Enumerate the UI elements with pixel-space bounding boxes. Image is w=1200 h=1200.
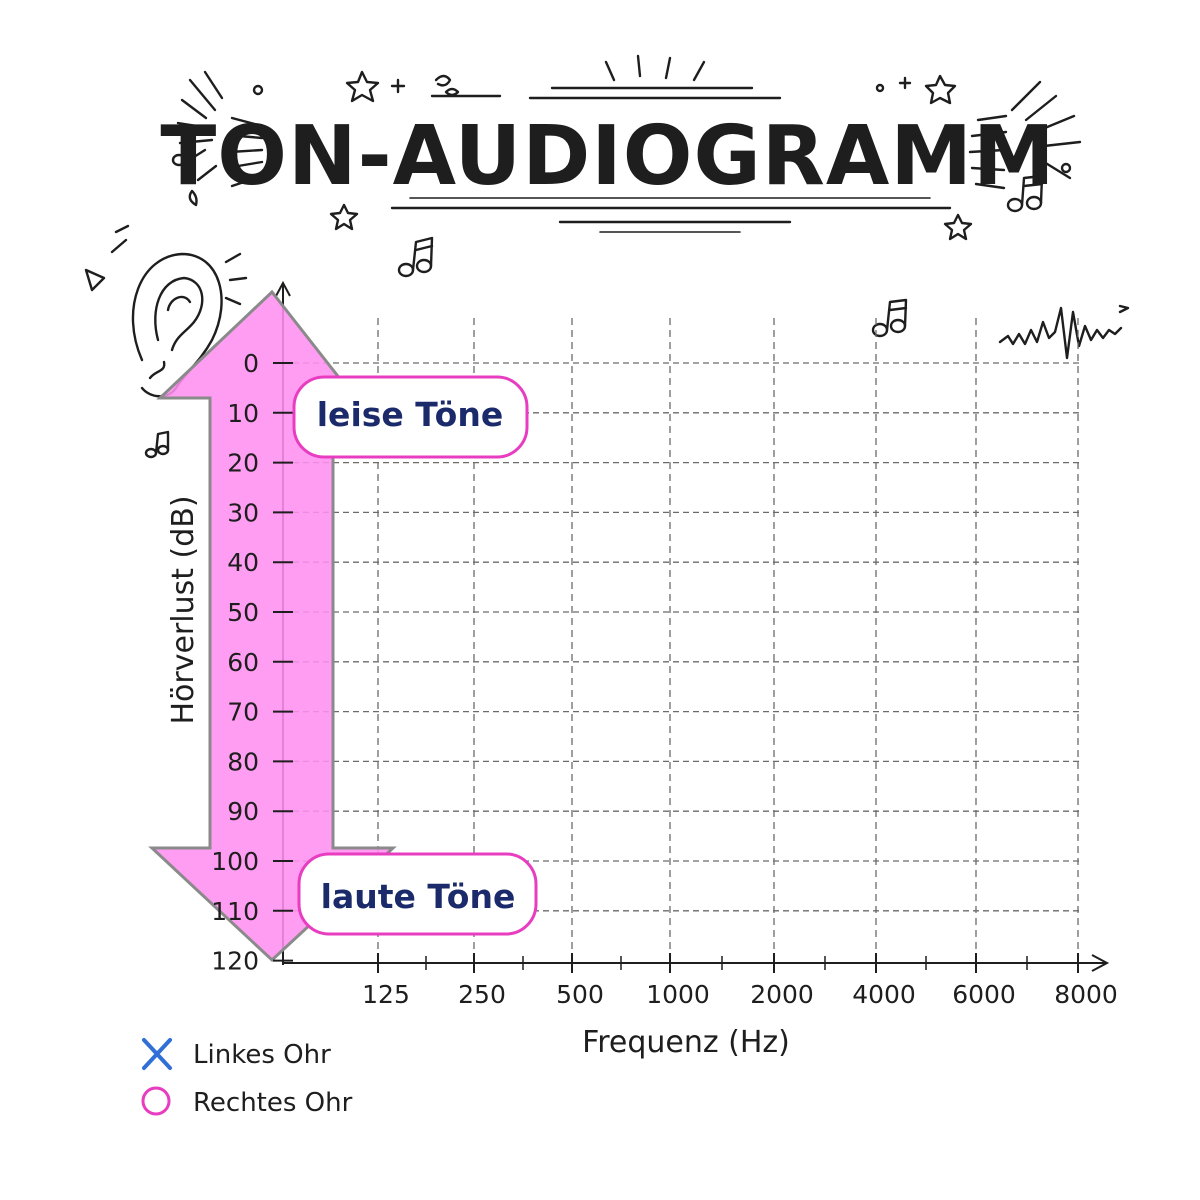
- x-tick-label: 4000: [852, 980, 916, 1009]
- callout-quiet-text: leise Töne: [317, 395, 503, 434]
- y-tick-label: 60: [227, 648, 259, 677]
- legend-item-left-ear: Linkes Ohr: [142, 1038, 331, 1070]
- burst-lines-right-icon: [968, 80, 1082, 190]
- legend-label-right-ear: Rechtes Ohr: [193, 1088, 353, 1118]
- x-tick-label: 8000: [1054, 980, 1118, 1009]
- y-axis-label: Hörverlust (dB): [166, 495, 201, 724]
- y-tick-label: 80: [227, 747, 259, 776]
- x-tick-label: 125: [362, 980, 410, 1009]
- burst-lines-top-icon: [604, 54, 706, 82]
- burst-lines-left-icon: [176, 70, 264, 188]
- x-tick-label: 500: [556, 980, 604, 1009]
- legend: Linkes Ohr Rechtes Ohr: [141, 1038, 353, 1118]
- music-note-icon: [144, 430, 170, 459]
- ear-icon: [84, 224, 248, 398]
- grid: [283, 318, 1080, 963]
- dot-icon: [875, 83, 885, 93]
- music-note-icon: [871, 298, 908, 338]
- y-ticks: 0 10 20 30 40 50 60 70 80 90 100 110 120: [211, 349, 293, 976]
- x-mark-icon: [142, 1038, 172, 1070]
- sound-wave-icon: [998, 304, 1130, 360]
- y-tick-label: 30: [227, 498, 259, 527]
- callout-quiet-box: [292, 375, 529, 459]
- star-icon: [345, 70, 380, 103]
- underline-strokes-icon: [390, 86, 952, 233]
- y-axis-arrowhead: [275, 280, 291, 297]
- callout-loud-tones: laute Töne: [297, 852, 538, 936]
- dot-icon: [1060, 162, 1072, 174]
- circle-mark-icon: [141, 1086, 171, 1116]
- x-tick-label: 1000: [646, 980, 710, 1009]
- y-tick-label: 70: [227, 698, 259, 727]
- x-axis-label: Frequenz (Hz): [582, 1025, 790, 1060]
- title-decoration: [171, 54, 1082, 241]
- sparkle-icon: [390, 74, 912, 98]
- y-tick-label: 120: [211, 947, 259, 976]
- music-note-icon: [1006, 174, 1044, 213]
- callout-quiet-tones: leise Töne: [292, 375, 529, 459]
- x-tick-label: 6000: [952, 980, 1016, 1009]
- y-tick-label: 10: [227, 399, 259, 428]
- legend-item-right-ear: Rechtes Ohr: [141, 1086, 353, 1118]
- y-tick-label: 110: [211, 897, 259, 926]
- music-note-icon: [171, 138, 198, 207]
- x-axis-arrowhead: [1091, 954, 1110, 972]
- y-tick-label: 50: [227, 598, 259, 627]
- y-tick-label: 0: [243, 349, 259, 378]
- star-icon: [943, 213, 973, 241]
- callout-loud-box: [297, 852, 538, 936]
- dot-icon: [252, 84, 264, 96]
- callout-loud-text: laute Töne: [321, 877, 516, 916]
- chart-title: TON-AUDIOGRAMM: [160, 109, 1055, 204]
- music-note-icon: [397, 236, 434, 278]
- y-tick-label: 90: [227, 797, 259, 826]
- x-tick-label: 2000: [750, 980, 814, 1009]
- y-tick-label: 100: [211, 847, 259, 876]
- x-tick-label: 250: [458, 980, 506, 1009]
- y-tick-label: 40: [227, 548, 259, 577]
- x-ticks: 125 250 500 1000 2000 4000 6000 8000: [362, 953, 1118, 1009]
- legend-label-left-ear: Linkes Ohr: [193, 1040, 331, 1070]
- y-tick-label: 20: [227, 449, 259, 478]
- star-icon: [329, 203, 359, 231]
- star-icon: [924, 74, 957, 105]
